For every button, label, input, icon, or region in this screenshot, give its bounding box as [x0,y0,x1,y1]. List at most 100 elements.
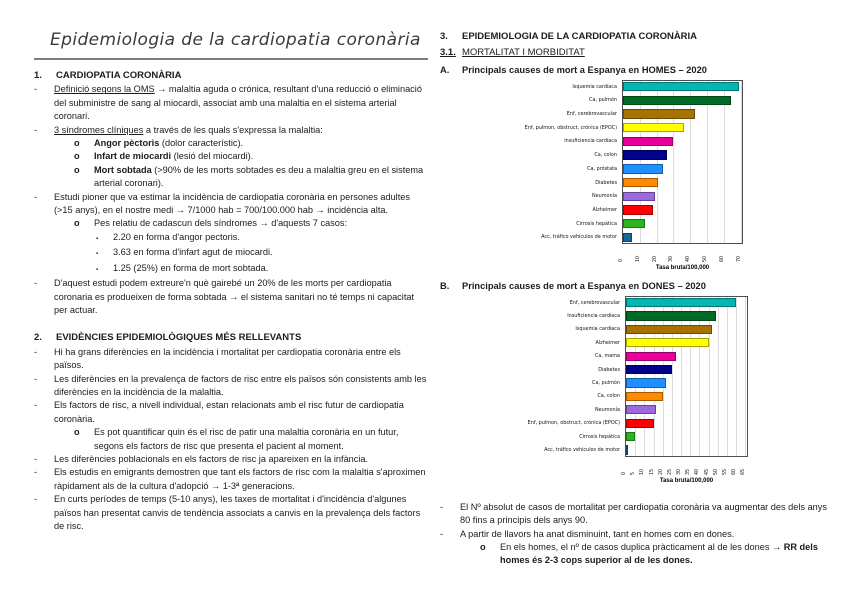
chart-category-label: Cirrosis hepática [579,433,620,440]
chart-bar [623,177,658,188]
bullet-marker: o [74,164,80,175]
note-text: Definició segons la OMS → malaltia aguda… [54,84,422,122]
note-text: 3.63 en forma d'infart agut de miocardi. [113,247,273,258]
chart-category-label: Enf, cerebrovascular [569,299,620,306]
x-tick-label: 65 [741,468,746,475]
chart-bar [626,311,716,321]
chart-bar [623,136,673,147]
note-item: - Estudi pioner que va estimar la incidèn… [34,191,428,218]
right-notes: - El Nº absolut de casos de mortalitat pe… [440,501,836,568]
chart-bar [626,324,712,334]
bullet-marker: - [34,373,38,384]
x-tick-label: 50 [703,255,708,262]
section-evidencies: 2. EVIDÈNCIES EPIDEMIOLÒGIQUES MÉS RELLE… [34,331,428,533]
gridline [663,296,664,456]
note-item: - Els estudis en emigrants demostren que … [34,466,428,493]
chart-bar [626,297,736,308]
gridline [690,80,691,243]
note-text: Pes relatiu de cadascun dels síndromes →… [94,218,348,229]
note-item: - D'aquest estudi podem extreure'n què ga… [34,277,428,317]
note-text: D'aquest estudi podem extreure'n què gai… [54,278,415,315]
gridline [736,296,737,456]
note-item: - A partir de llavors ha anat disminuint,… [440,528,836,541]
note-item: - El Nº absolut de casos de mortalitat pe… [440,501,836,528]
chart-bar [626,418,654,428]
section-body: - Hi ha grans diferències en la incidènci… [34,346,428,534]
note-item: o Pes relatiu de cadascun dels síndromes … [34,217,428,230]
chart-bar [626,445,628,455]
right-column: 3. EPIDEMIOLOGIA DE LA CARDIOPATIA CORON… [440,30,836,568]
chart-category-label: Isquemia cardíaca [575,326,620,333]
x-tick-label: 40 [686,255,691,262]
bullet-marker: - [34,124,38,135]
section-body: - Definició segons la OMS → malaltia agud… [34,83,428,317]
note-text: En curts períodes de temps (5-10 anys), … [54,494,421,531]
note-item: - Hi ha grans diferències en la incidènci… [34,346,428,373]
chart-category-label: Neumonía [595,406,620,413]
bullet-marker: o [74,427,80,438]
bullet-marker: o [74,138,80,149]
bullet-marker: - [34,494,38,505]
chart-bar [626,364,672,375]
note-item: - En curts períodes de temps (5-10 anys),… [34,493,428,533]
chart-bar [626,378,666,388]
note-text: Els estudis en emigrants demostren que t… [54,467,426,491]
x-tick-label: 0 [619,258,624,262]
chart-category-label: Diabetes [595,179,617,186]
note-item: ▪ 3.63 en forma d'infart agut de miocardi… [34,246,428,261]
note-item: o Infart de miocardi (lesió del miocardi)… [34,150,428,163]
gridline [709,296,710,456]
x-tick-label: 10 [640,468,645,475]
bullet-marker: - [34,278,38,289]
chart-bar [626,431,635,442]
gridline [718,296,719,456]
x-axis-label: Tasa bruta/100,000 [659,477,714,484]
note-item: o Es pot quantificar quin és el risc de p… [34,426,428,453]
x-axis-label: Tasa bruta/100,000 [655,264,710,271]
note-text: Mort sobtada (>90% de les morts sobtades… [94,164,424,189]
note-text: Angor pèctoris (dolor característic). [94,138,244,149]
chart-a-letter: A. [440,64,450,75]
chart-category-label: Insuficiencia cardíaca [567,312,620,319]
chart-bar [623,232,632,243]
x-tick-label: 30 [677,468,682,475]
gridline [741,80,742,243]
chart-category-label: Ca, pulmón [592,379,620,386]
x-tick-label: 20 [653,255,658,262]
chart-category-label: Ca, colon [594,152,617,159]
note-text: Hi ha grans diferències en la incidència… [54,346,401,371]
chart-bar [626,338,709,348]
bullet-marker: - [34,346,38,357]
x-tick-label: 5 [631,471,636,475]
note-text: Estudi pioner que va estimar la incidènc… [54,191,410,216]
note-item: o Mort sobtada (>90% de les morts sobtade… [34,164,428,191]
bullet-marker: o [74,218,80,229]
gridline [673,80,674,243]
chart-bar [626,405,656,415]
gridline [640,80,641,243]
chart-bar [626,391,663,401]
chart-category-label: Ca, mama [594,353,620,360]
note-text: Les diferències en la prevalença de fact… [54,373,427,397]
note-item: ▪ 2.20 en forma d'angor pectoris. [34,231,428,246]
section-number: 2. [34,332,42,344]
chart-category-label: Enf, cerebrovascular [566,111,617,118]
plot-frame [625,295,748,457]
section-heading: 3. EPIDEMIOLOGIA DE LA CARDIOPATIA CORON… [440,30,836,43]
note-text: Infart de miocardi (lesió del miocardi). [94,151,254,162]
chart-category-label: Diabetes [598,366,620,373]
note-item: ▪ 1.25 (25%) en forma de mort sobtada. [34,262,428,277]
chart-bar [623,191,655,201]
note-item: - Les diferències poblacionals en els fac… [34,453,428,466]
bullet-marker: - [34,84,38,95]
note-item: o En els homes, el nº de casos duplica pr… [440,541,836,568]
x-tick-label: 40 [695,468,700,475]
chart-bar [623,123,684,133]
note-text: El Nº absolut de casos de mortalitat per… [460,501,827,526]
chart-a-heading: A. Principals causes de mort a Espanya e… [440,64,836,77]
chart-category-label: Ca, próstata [587,165,617,172]
note-item: - Definició segons la OMS → malaltia agud… [34,83,428,123]
note-text: 1.25 (25%) en forma de mort sobtada. [113,262,269,273]
section-number: 3. [440,31,448,42]
chart-category-label: Ca, pulmón [589,97,617,104]
